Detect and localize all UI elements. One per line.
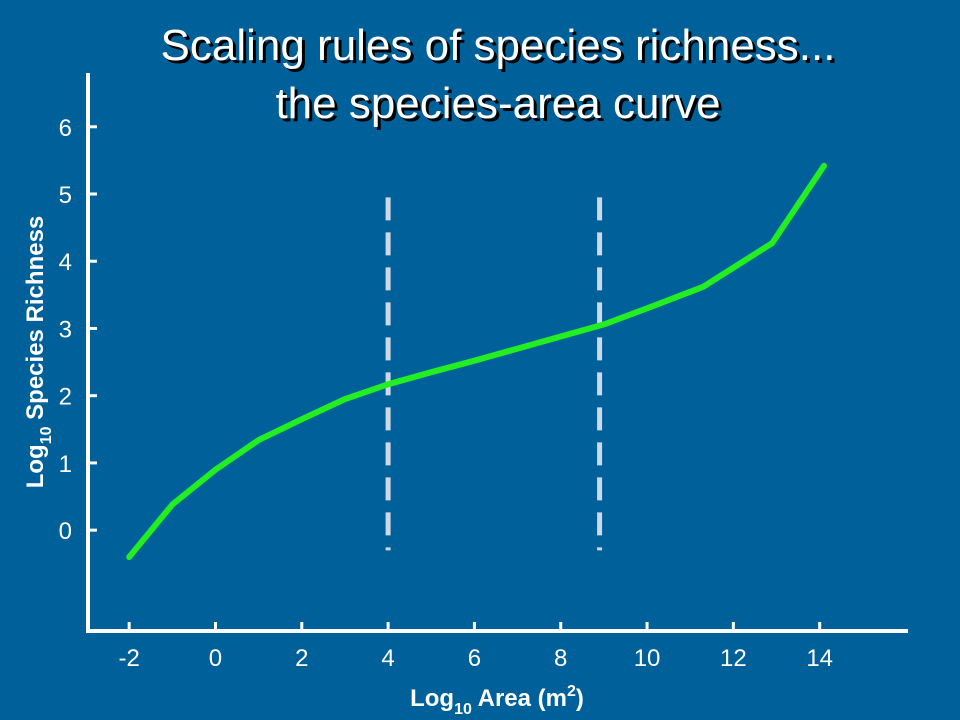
y-tick-label: 1 xyxy=(59,451,72,478)
y-tick-label: 2 xyxy=(59,384,72,411)
x-tick-label: -2 xyxy=(118,645,139,672)
title-line2-shadow: the species-area curve xyxy=(278,82,723,131)
y-ticks: 0 1 2 3 4 5 6 xyxy=(59,115,97,545)
x-tick-label: 14 xyxy=(806,645,833,672)
y-tick-label: 5 xyxy=(59,182,72,209)
title-line2: the species-area curve xyxy=(275,79,720,128)
y-tick-label: 6 xyxy=(59,115,72,142)
y-axis-title: Log10 Species Richness xyxy=(22,216,55,489)
x-tick-label: 12 xyxy=(720,645,747,672)
x-tick-label: 0 xyxy=(209,645,222,672)
y-tick-label: 4 xyxy=(59,249,72,276)
x-ticks: -2 0 2 4 6 8 10 12 14 xyxy=(118,622,833,672)
species-area-line xyxy=(126,162,827,560)
x-tick-label: 6 xyxy=(468,645,481,672)
x-tick-label: 10 xyxy=(634,645,661,672)
x-axis-title: Log10 Area (m2) xyxy=(410,683,584,718)
data-series xyxy=(126,162,827,560)
y-tick-label: 3 xyxy=(59,316,72,343)
x-tick-label: 2 xyxy=(295,645,308,672)
y-tick-label: 0 xyxy=(59,518,72,545)
reference-lines xyxy=(385,197,603,551)
title-line1-shadow: Scaling rules of species richness... xyxy=(164,24,839,73)
x-tick-label: 4 xyxy=(381,645,394,672)
chart-title: Scaling rules of species richness... Sca… xyxy=(161,21,839,131)
x-tick-label: 8 xyxy=(554,645,567,672)
title-line1: Scaling rules of species richness... xyxy=(161,21,836,70)
